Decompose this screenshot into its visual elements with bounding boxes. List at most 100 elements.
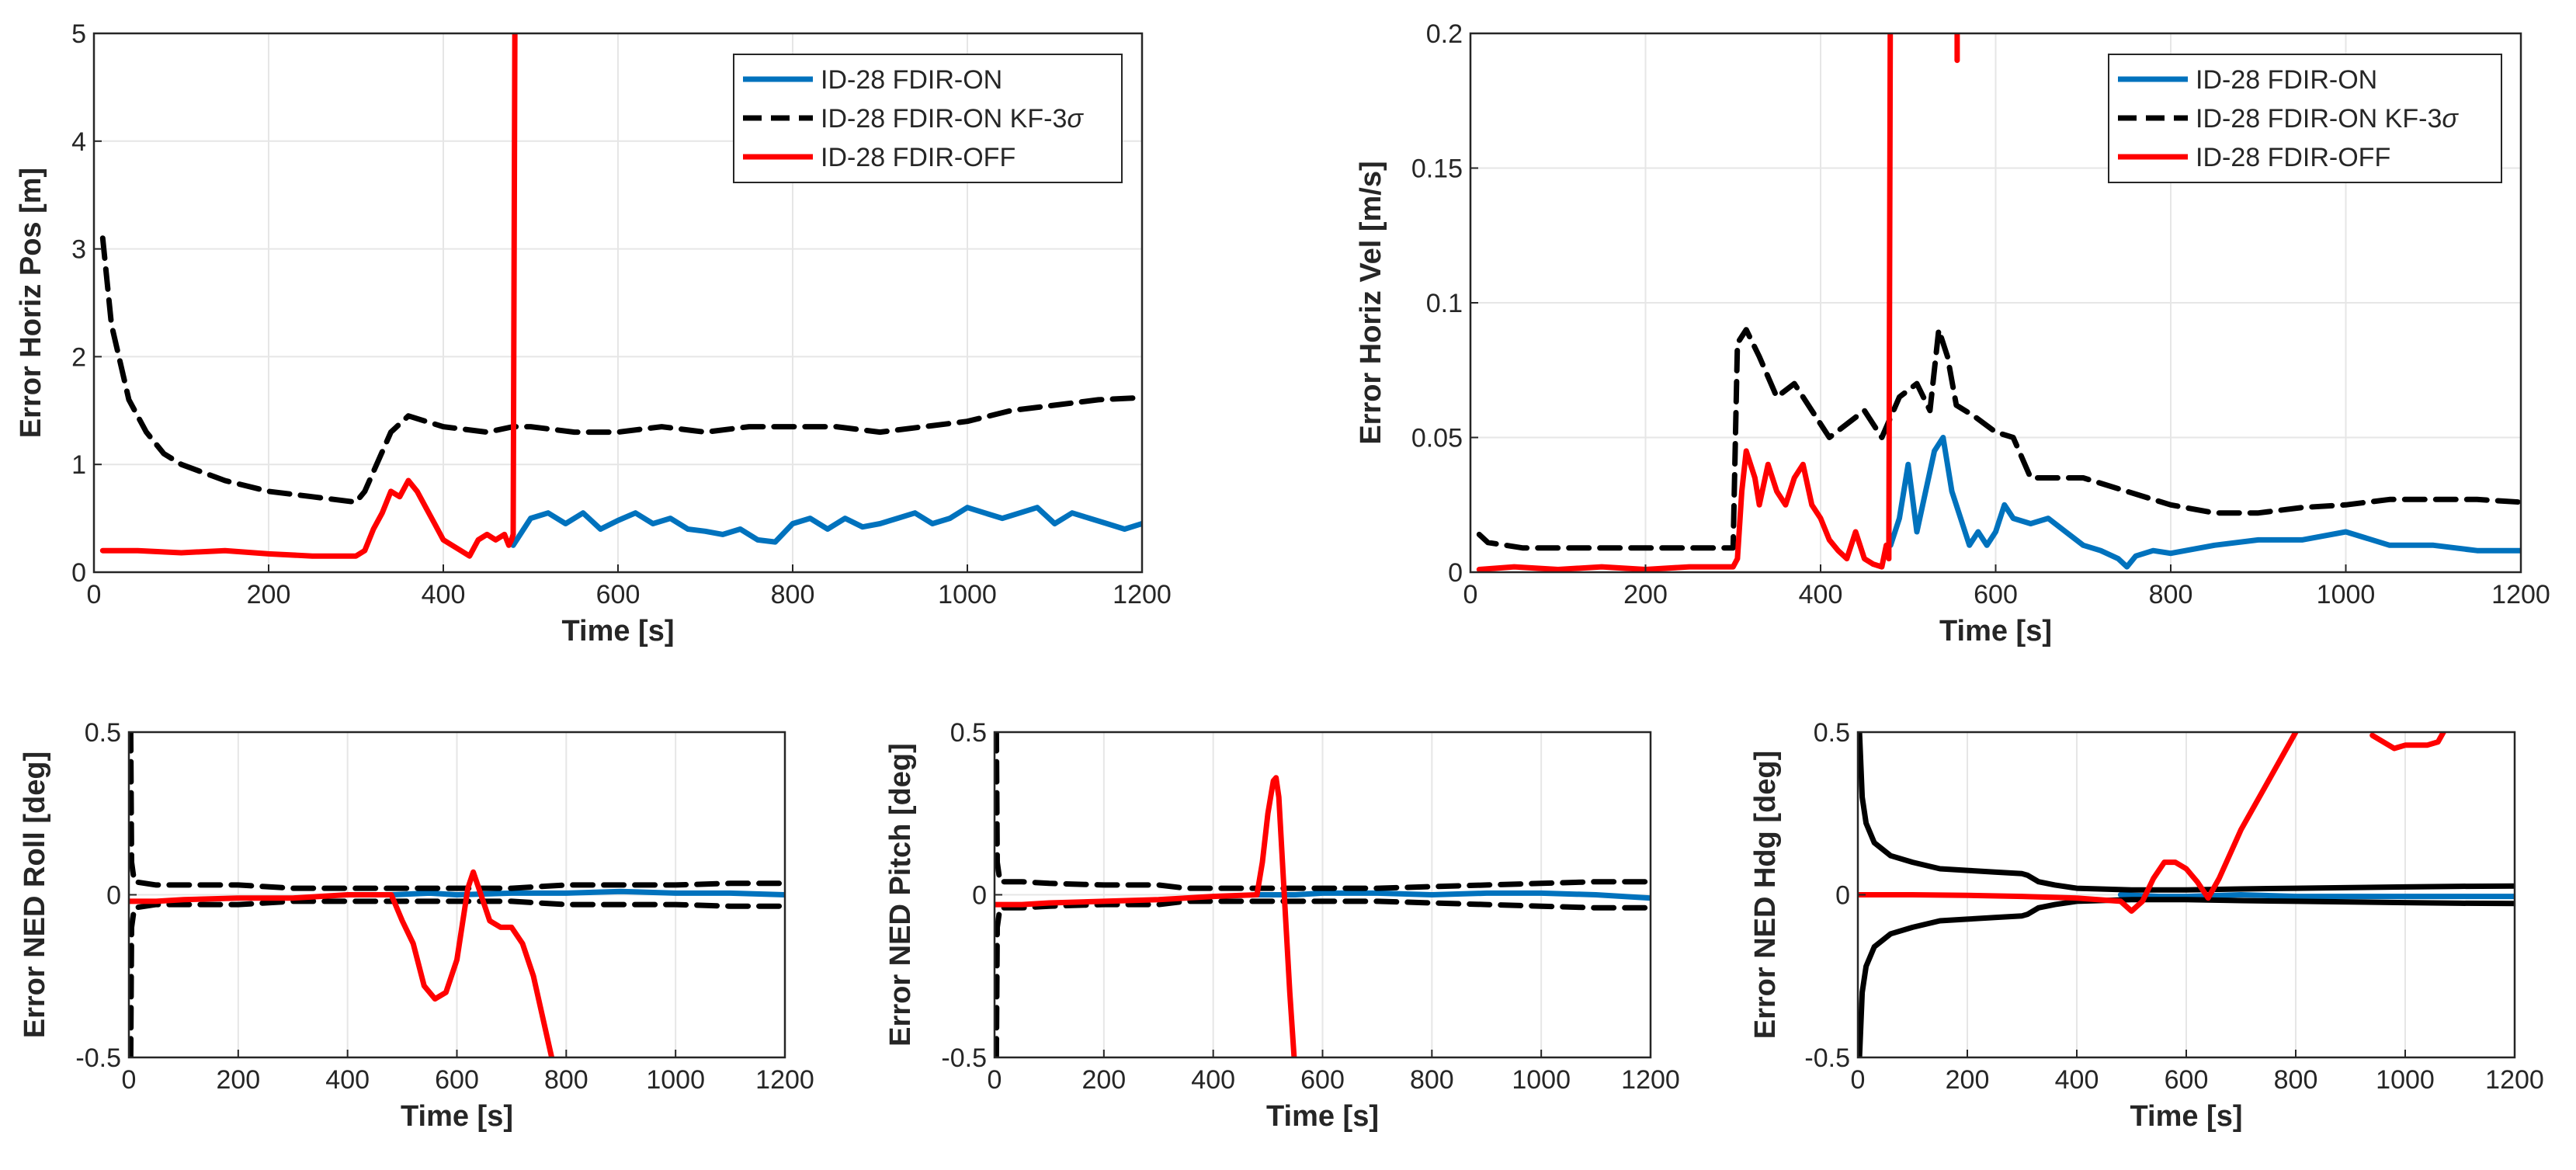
series-line bbox=[995, 898, 1651, 1057]
series-line bbox=[1887, 435, 2521, 570]
series-line bbox=[1858, 732, 2515, 893]
y-tick-label: -0.5 bbox=[75, 1043, 121, 1073]
chart-2: 0 200 400 600 800 1000 1200 0 0.05 0.1 0.15 0.2 Time… bbox=[1355, 19, 2550, 647]
x-tick-label: 800 bbox=[544, 1065, 588, 1095]
series-line bbox=[995, 732, 1651, 891]
x-axis-label: Time [s] bbox=[1939, 615, 2052, 647]
y-tick-label: 5 bbox=[71, 19, 86, 49]
x-tick-label: 800 bbox=[2149, 580, 2193, 609]
y-tick-label: 0.5 bbox=[1814, 718, 1850, 748]
x-tick-label: 1200 bbox=[2485, 1065, 2544, 1095]
series-line bbox=[129, 732, 785, 891]
y-tick-label: -0.5 bbox=[941, 1043, 987, 1073]
y-tick-label: 0.5 bbox=[950, 718, 987, 748]
y-tick-label: 3 bbox=[71, 235, 86, 265]
x-axis-label: Time [s] bbox=[2130, 1100, 2242, 1133]
series-line bbox=[99, 235, 1142, 505]
x-tick-label: 1000 bbox=[1512, 1065, 1571, 1095]
y-tick-label: 1 bbox=[71, 450, 86, 480]
x-tick-label: 1000 bbox=[646, 1065, 705, 1095]
x-tick-label: 1200 bbox=[1113, 580, 1172, 609]
series-group bbox=[995, 732, 1651, 1057]
y-tick-label: 0.5 bbox=[85, 718, 121, 748]
legend-entry: ID-28 FDIR-OFF bbox=[2196, 143, 2390, 172]
x-tick-label: 1000 bbox=[2376, 1065, 2435, 1095]
x-tick-label: 800 bbox=[771, 580, 815, 609]
x-axis-label: Time [s] bbox=[561, 615, 674, 647]
series-group bbox=[129, 732, 785, 1057]
y-axis-label: Error NED Hdg [deg] bbox=[1749, 751, 1782, 1040]
series-line bbox=[2117, 892, 2515, 900]
x-tick-label: 200 bbox=[1623, 580, 1668, 609]
y-axis-label: Error Horiz Pos [m] bbox=[15, 168, 47, 438]
legend: ID-28 FDIR-ON ID-28 FDIR-ON KF-3σ ID-28 FD… bbox=[733, 54, 1123, 183]
x-tick-label: 1200 bbox=[755, 1065, 814, 1095]
series-line bbox=[129, 869, 555, 1057]
x-axis-label: Time [s] bbox=[401, 1100, 513, 1133]
y-tick-label: 0 bbox=[106, 881, 121, 911]
x-tick-label: 200 bbox=[247, 580, 291, 609]
y-tick-label: 0 bbox=[1448, 558, 1463, 588]
series-group bbox=[1858, 732, 2515, 1057]
x-tick-label: 0 bbox=[122, 1065, 137, 1095]
series-group bbox=[1476, 33, 2521, 572]
x-tick-label: 400 bbox=[1799, 580, 1843, 609]
series-line bbox=[995, 775, 1297, 1057]
series-line bbox=[2369, 732, 2446, 752]
series-line bbox=[1476, 327, 2521, 551]
x-axis-label: Time [s] bbox=[1266, 1100, 1379, 1133]
y-tick-label: 0 bbox=[71, 558, 86, 588]
series-line bbox=[510, 505, 1142, 548]
y-tick-label: 0.1 bbox=[1426, 289, 1463, 318]
x-tick-label: 0 bbox=[87, 580, 102, 609]
x-tick-label: 1000 bbox=[2317, 580, 2376, 609]
legend: ID-28 FDIR-ON ID-28 FDIR-ON KF-3σ ID-28 FD… bbox=[2108, 54, 2502, 183]
chart-1: 0 200 400 600 800 1000 1200 0 1 2 3 4 5 Time [s] Error… bbox=[15, 19, 1172, 647]
x-tick-label: 400 bbox=[1191, 1065, 1235, 1095]
x-tick-label: 1000 bbox=[938, 580, 997, 609]
x-tick-label: 600 bbox=[1300, 1065, 1345, 1095]
y-tick-label: -0.5 bbox=[1804, 1043, 1850, 1073]
legend-entry: ID-28 FDIR-ON KF-3σ bbox=[2196, 104, 2459, 134]
y-axis-label: Error NED Roll [deg] bbox=[19, 752, 51, 1038]
x-tick-label: 0 bbox=[1463, 580, 1478, 609]
x-tick-label: 400 bbox=[422, 580, 466, 609]
y-tick-label: 0 bbox=[972, 881, 987, 911]
y-axis-label: Error Horiz Vel [m/s] bbox=[1355, 161, 1387, 444]
series-line bbox=[388, 888, 785, 897]
y-axis-label: Error NED Pitch [deg] bbox=[884, 743, 917, 1047]
legend-entry: ID-28 FDIR-ON bbox=[2196, 65, 2377, 95]
legend-entry: ID-28 FDIR-OFF bbox=[821, 143, 1015, 172]
series-line bbox=[129, 898, 785, 1057]
x-tick-label: 600 bbox=[435, 1065, 479, 1095]
x-tick-label: 800 bbox=[2274, 1065, 2318, 1095]
sigma-symbol: σ bbox=[1067, 104, 1084, 134]
x-tick-label: 200 bbox=[1946, 1065, 1990, 1095]
series-group bbox=[99, 33, 1142, 559]
series-line bbox=[1254, 890, 1651, 901]
y-tick-label: 0.15 bbox=[1411, 154, 1463, 184]
x-tick-label: 600 bbox=[596, 580, 641, 609]
series-line bbox=[99, 33, 518, 559]
y-tick-label: 0.05 bbox=[1411, 424, 1463, 453]
x-tick-label: 600 bbox=[2165, 1065, 2209, 1095]
legend-entry: ID-28 FDIR-ON KF-3σ bbox=[821, 104, 1084, 134]
x-tick-label: 600 bbox=[1974, 580, 2018, 609]
x-tick-label: 200 bbox=[216, 1065, 260, 1095]
x-tick-label: 1200 bbox=[1621, 1065, 1680, 1095]
series-line bbox=[1476, 33, 1894, 572]
series-line bbox=[1858, 732, 2299, 914]
x-tick-label: 400 bbox=[325, 1065, 370, 1095]
x-tick-label: 200 bbox=[1081, 1065, 1126, 1095]
y-tick-label: 0 bbox=[1835, 881, 1850, 911]
y-tick-label: 4 bbox=[71, 127, 86, 157]
series-line bbox=[1858, 897, 2515, 1057]
x-tick-label: 400 bbox=[2055, 1065, 2099, 1095]
x-tick-label: 800 bbox=[1410, 1065, 1454, 1095]
sigma-symbol: σ bbox=[2442, 104, 2459, 134]
x-tick-label: 0 bbox=[1851, 1065, 1866, 1095]
